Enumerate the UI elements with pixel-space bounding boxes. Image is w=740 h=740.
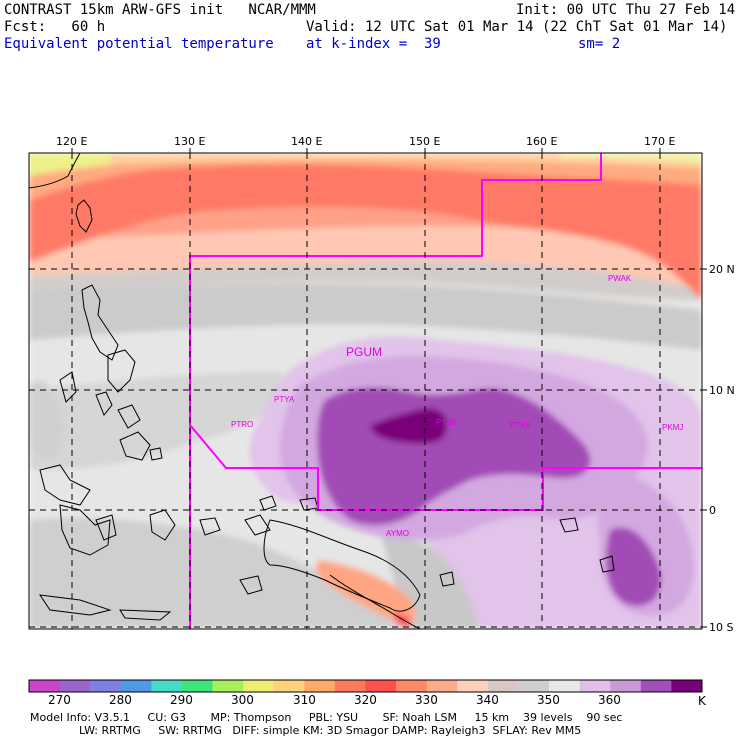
colorbar-swatch	[671, 680, 703, 692]
lat-lon-grid	[29, 153, 702, 629]
colorbar-swatch	[610, 680, 642, 692]
station-aymo: AYMO	[386, 529, 409, 538]
header-field-name: Equivalent potential temperature	[4, 36, 274, 52]
lon-label-120: 120 E	[56, 135, 88, 148]
colorbar-swatch	[151, 680, 183, 692]
theta-e-field	[29, 153, 702, 629]
colorbar-label-330: 330	[415, 693, 438, 707]
colorbar-swatch	[212, 680, 244, 692]
colorbar-label-320: 320	[354, 693, 377, 707]
colorbar-swatch	[90, 680, 122, 692]
footer-model-info: Model Info: V3.5.1 CU: G3 MP: Thompson P…	[30, 711, 623, 724]
colorbar-swatch	[273, 680, 305, 692]
colorbar-swatch	[487, 680, 519, 692]
colorbar-label-310: 310	[293, 693, 316, 707]
colorbar-swatch	[640, 680, 672, 692]
colorbar-label-270: 270	[48, 693, 71, 707]
coastlines	[29, 153, 615, 629]
lon-label-170: 170 E	[644, 135, 676, 148]
colorbar	[29, 680, 703, 692]
colorbar-label-340: 340	[476, 693, 499, 707]
station-ptya: PTYA	[274, 395, 295, 404]
station-ptro: PTRO	[231, 420, 253, 429]
lon-label-140: 140 E	[291, 135, 323, 148]
header-k-index: at k-index = 39	[306, 36, 441, 52]
colorbar-swatch	[243, 680, 275, 692]
lon-label-150: 150 E	[409, 135, 441, 148]
lon-label-130: 130 E	[174, 135, 206, 148]
colorbar-swatch	[304, 680, 336, 692]
boundary-north	[189, 153, 602, 425]
colorbar-swatch	[59, 680, 91, 692]
colorbar-label-300: 300	[231, 693, 254, 707]
colorbar-swatch	[426, 680, 458, 692]
lat-label-20n: 20 N	[709, 263, 735, 276]
colorbar-label-360: 360	[598, 693, 621, 707]
colorbar-swatch	[518, 680, 550, 692]
station-pwak: PWAK	[608, 274, 632, 283]
colorbar-swatch	[120, 680, 152, 692]
header-forecast-hour: Fcst: 60 h	[4, 19, 106, 35]
colorbar-swatch	[334, 680, 366, 692]
colorbar-swatch	[396, 680, 428, 692]
lat-label-0: 0	[709, 504, 716, 517]
header-smoothing: sm= 2	[578, 36, 621, 52]
colorbar-swatch	[181, 680, 214, 692]
colorbar-swatch	[29, 680, 61, 692]
map-frame	[28, 152, 703, 630]
colorbar-swatch	[457, 680, 489, 692]
lat-label-10s: 10 S	[709, 621, 734, 634]
colorbar-label-280: 280	[109, 693, 132, 707]
colorbar-label-290: 290	[170, 693, 193, 707]
station-pgum: PGUM	[346, 345, 382, 359]
footer-physics-info: LW: RRTMG SW: RRTMG DIFF: simple KM: 3D …	[30, 724, 582, 737]
colorbar-swatch	[549, 680, 581, 692]
header-model-title: CONTRAST 15km ARW-GFS init NCAR/MMM	[4, 2, 316, 18]
colorbar-unit: K	[698, 694, 706, 708]
header-valid-time: Valid: 12 UTC Sat 01 Mar 14 (22 ChT Sat …	[306, 19, 728, 35]
lat-label-10n: 10 N	[709, 384, 735, 397]
station-ptsk: PTSK	[436, 418, 458, 427]
colorbar-swatch	[579, 680, 611, 692]
colorbar-label-350: 350	[537, 693, 560, 707]
colorbar-frame	[28, 679, 703, 693]
station-ptkk: PTKK	[510, 421, 532, 430]
colorbar-swatch	[365, 680, 397, 692]
header-init-time: Init: 00 UTC Thu 27 Feb 14	[516, 2, 736, 18]
boundary-south	[189, 422, 702, 629]
lon-label-160: 160 E	[526, 135, 558, 148]
station-pkmj: PKMJ	[662, 423, 683, 432]
